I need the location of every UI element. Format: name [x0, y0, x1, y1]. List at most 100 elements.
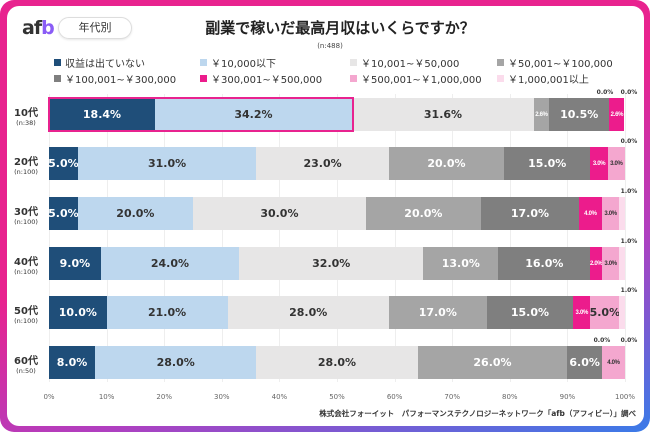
- bar-segment: 17.0%: [481, 197, 579, 230]
- category-n: (n:100): [14, 218, 38, 226]
- data-label: 3.0%: [604, 210, 617, 217]
- bar-segment: 20.0%: [388, 147, 505, 180]
- legend-label: ￥10,000以下: [211, 59, 276, 70]
- data-label: 28.0%: [289, 306, 328, 319]
- bar-segment: 31.0%: [77, 147, 257, 180]
- data-label: 32.0%: [312, 257, 351, 270]
- bar-segment: 10.0%: [49, 296, 107, 329]
- data-label: 3.0%: [592, 160, 606, 167]
- data-label-above: 1.0%: [620, 188, 638, 195]
- legend-item: ￥1,000,001以上: [497, 71, 589, 86]
- bar-segment: 5.0%: [589, 296, 621, 329]
- bar-segment: 3.0%: [590, 147, 608, 180]
- data-label: 3.0%: [604, 260, 617, 267]
- data-label-above: 0.0%: [620, 138, 638, 145]
- data-label: 10.5%: [560, 108, 599, 121]
- x-tick-label: 70%: [444, 393, 460, 401]
- data-label: 3.0%: [610, 160, 623, 167]
- x-tick-label: 0%: [43, 393, 55, 401]
- gridline: [394, 94, 396, 382]
- data-label: 3.0%: [575, 309, 589, 316]
- bar-segment: 3.0%: [601, 247, 620, 280]
- row-label: 60代 (n:50): [4, 352, 48, 375]
- data-label: 17.0%: [510, 207, 550, 220]
- legend-swatch: [497, 75, 504, 82]
- legend-item: ￥300,001~￥500,000: [200, 71, 322, 86]
- data-label: 9.0%: [59, 257, 91, 270]
- x-tick-label: 40%: [271, 393, 288, 401]
- x-tick-label: 10%: [98, 393, 115, 401]
- data-label-above: 1.0%: [620, 238, 638, 245]
- bar-segment: 31.6%: [351, 98, 534, 131]
- data-label-above: 0.0%: [620, 89, 638, 96]
- bar-segment: 26.0%: [417, 346, 568, 379]
- data-label: 26.0%: [473, 356, 512, 369]
- data-label: 2.6%: [610, 111, 624, 118]
- data-label: 18.4%: [82, 108, 122, 121]
- bar-segment: 2.6%: [609, 98, 625, 131]
- gridline: [567, 94, 569, 382]
- bar-segment: 24.0%: [100, 247, 240, 280]
- gridline: [509, 94, 511, 382]
- category-label: 20代: [14, 157, 38, 168]
- chart-title: 副業で稼いだ最高月収はいくらですか？: [205, 19, 475, 37]
- data-label: 20.0%: [404, 207, 443, 220]
- category-label: 50代: [14, 306, 38, 317]
- data-label: 4.0%: [584, 210, 597, 217]
- legend-swatch: [350, 75, 357, 82]
- data-label: 2.6%: [535, 111, 548, 118]
- data-label: 31.6%: [423, 108, 463, 121]
- legend-label: 収益は出ていない: [65, 59, 145, 70]
- data-label-above: 0.0%: [596, 89, 614, 96]
- legend-label: ￥1,000,001以上: [508, 75, 589, 86]
- data-label: 21.0%: [147, 306, 187, 319]
- bar-segment: 2.0%: [589, 247, 603, 280]
- row-label: 30代 (n:100): [4, 203, 48, 226]
- legend-label: ￥100,001~￥300,000: [65, 75, 177, 86]
- bar-segment: 30.0%: [193, 197, 366, 230]
- bar-segment: 21.0%: [106, 296, 228, 329]
- data-label: 5.0%: [589, 306, 621, 319]
- data-label: 6.0%: [569, 356, 600, 369]
- bar-segment: 5.0%: [48, 197, 79, 230]
- bar-segment: 5.0%: [48, 147, 79, 180]
- data-label-above: 0.0%: [593, 337, 611, 344]
- category-tag: 年代別: [58, 17, 132, 39]
- bar-segment: 28.0%: [95, 346, 257, 379]
- data-label: 8.0%: [56, 356, 88, 369]
- gridline: [452, 94, 454, 382]
- data-label: 5.0%: [48, 157, 79, 170]
- bar-segment: 8.0%: [49, 346, 96, 379]
- legend-swatch: [497, 59, 504, 66]
- bar-segment: 2.6%: [533, 98, 549, 131]
- data-label: 31.0%: [147, 157, 187, 170]
- legend-label: ￥50,001~￥100,000: [508, 59, 613, 70]
- data-label: 5.0%: [48, 207, 79, 220]
- row-label: 10代 (n:38): [4, 104, 48, 127]
- category-n: (n:38): [16, 119, 36, 127]
- bar-segment: 16.0%: [498, 247, 591, 280]
- row-label: 20代 (n:100): [4, 153, 48, 176]
- bar-segment: 15.0%: [504, 147, 591, 180]
- data-label: 24.0%: [150, 257, 190, 270]
- legend-swatch: [54, 59, 61, 66]
- data-label: 28.0%: [317, 356, 357, 369]
- bar-segment: 6.0%: [567, 346, 602, 379]
- category-n: (n:100): [14, 168, 38, 176]
- data-label-above: 0.0%: [620, 337, 638, 344]
- bar-segment: 32.0%: [239, 247, 424, 280]
- bar-segment: [619, 296, 625, 329]
- x-tick-label: 60%: [386, 393, 403, 401]
- gridline: [221, 94, 223, 382]
- gridline: [337, 94, 338, 382]
- data-label: 23.0%: [303, 157, 342, 170]
- bar-segment: 15.0%: [486, 296, 574, 329]
- data-label: 2.0%: [589, 260, 603, 267]
- category-n: (n:100): [14, 268, 38, 276]
- bar-segment: 13.0%: [423, 247, 499, 280]
- category-label: 40代: [14, 257, 38, 268]
- gridline: [164, 94, 166, 382]
- legend-item: ￥500,001~￥1,000,000: [350, 71, 482, 86]
- bar-segment: 4.0%: [578, 197, 602, 230]
- legend-item: 収益は出ていない: [54, 55, 145, 70]
